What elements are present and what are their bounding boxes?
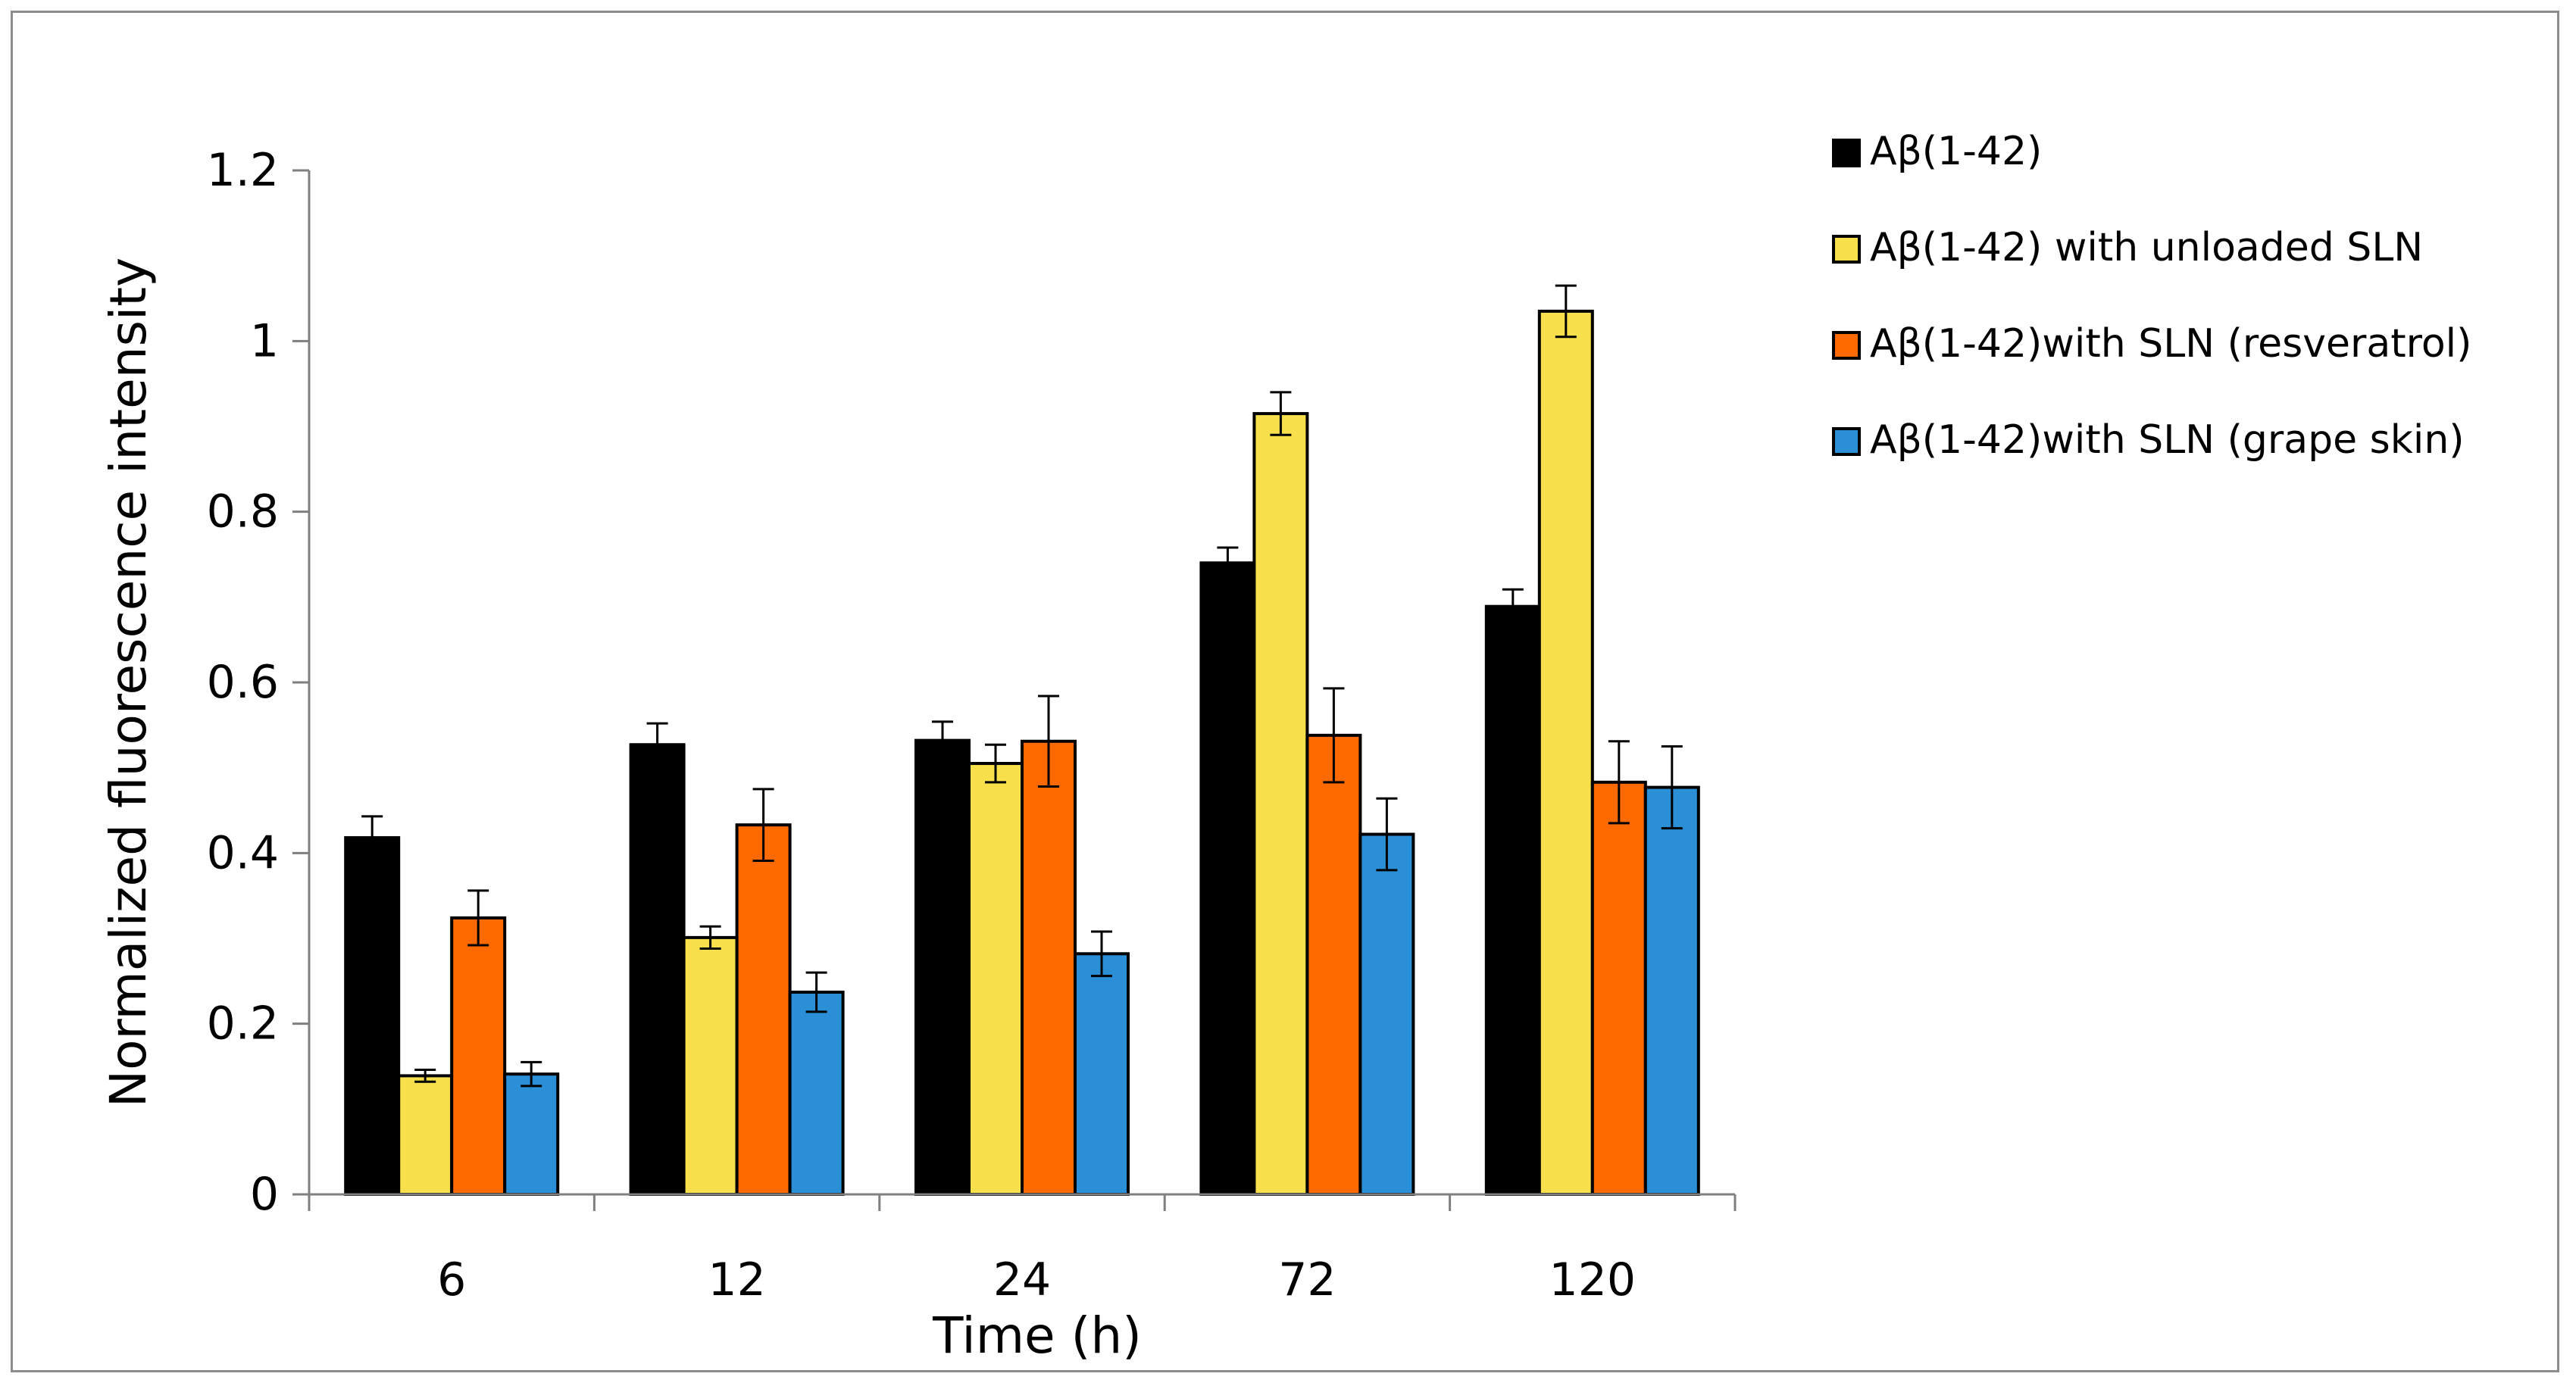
bar — [1643, 785, 1700, 1196]
y-axis-title: Normalized fluorescence intensity — [99, 258, 158, 1107]
x-tick-label: 6 — [437, 1253, 466, 1306]
x-tick-label: 24 — [993, 1253, 1051, 1306]
bar — [450, 916, 507, 1196]
bar — [1074, 952, 1130, 1197]
y-tick-label: 1.2 — [207, 144, 279, 197]
bar — [1305, 733, 1362, 1196]
legend-swatch — [1832, 331, 1861, 360]
x-tick-label: 120 — [1549, 1253, 1637, 1306]
bar — [503, 1072, 560, 1197]
bar — [1537, 309, 1594, 1196]
bar — [914, 738, 971, 1196]
y-tick-label: 0.4 — [207, 826, 279, 879]
x-tick-label: 72 — [1278, 1253, 1336, 1306]
bar — [1252, 412, 1309, 1196]
legend-label: Aβ(1-42)with SLN (resveratrol) — [1870, 321, 2471, 367]
y-tick-label: 0.6 — [207, 656, 279, 709]
bar — [1590, 780, 1647, 1196]
bar — [968, 762, 1024, 1196]
plot-area: 0 0.2 0.4 0.6 0.8 1 1.2 6 12 24 72 120 — [207, 144, 1737, 1306]
legend-label: Aβ(1-42) — [1870, 129, 2042, 174]
legend-swatch — [1832, 235, 1861, 264]
bar — [1484, 604, 1541, 1196]
bar — [735, 823, 792, 1196]
legend-swatch — [1832, 139, 1861, 167]
legend-label: Aβ(1-42) with unloaded SLN — [1870, 225, 2423, 270]
bar — [1021, 739, 1077, 1196]
x-axis-title: Time (h) — [932, 1306, 1142, 1365]
bar — [629, 743, 686, 1196]
legend-swatch — [1832, 427, 1861, 456]
bar — [1199, 561, 1256, 1196]
y-tick-label: 0 — [250, 1168, 279, 1221]
bar — [397, 1074, 454, 1196]
bar — [788, 990, 845, 1196]
y-tick-label: 0.8 — [207, 485, 279, 538]
legend: Aβ(1-42) Aβ(1-42) with unloaded SLN Aβ(1-4… — [1832, 129, 2471, 463]
bar — [344, 836, 401, 1196]
y-tick-label: 1 — [250, 314, 279, 367]
y-tick-label: 0.2 — [207, 997, 279, 1050]
x-tick-label: 12 — [708, 1253, 765, 1306]
bar — [1358, 832, 1415, 1196]
bar — [682, 935, 739, 1196]
legend-label: Aβ(1-42)with SLN (grape skin) — [1870, 417, 2465, 463]
